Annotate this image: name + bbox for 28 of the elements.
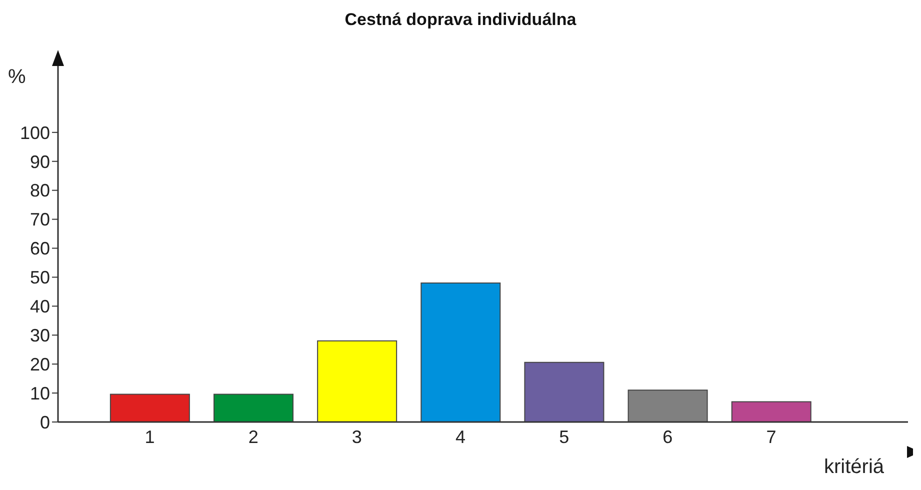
bar (317, 340, 398, 422)
bar (214, 394, 294, 422)
x-tick-label: 3 (352, 426, 362, 447)
y-tick-label: 10 (30, 383, 50, 404)
y-tick-label: 50 (30, 268, 50, 288)
y-tick-label: 80 (30, 180, 50, 201)
y-tick-label: 0 (40, 412, 50, 432)
y-tick-label: 100 (20, 122, 50, 143)
y-axis-title: % (8, 66, 26, 89)
bar (731, 401, 812, 422)
y-tick-label: 40 (30, 296, 50, 317)
x-tick-label: 7 (766, 426, 776, 447)
x-tick-label: 5 (559, 426, 570, 447)
x-axis-title: kritériá (824, 456, 884, 479)
bar (628, 390, 708, 422)
x-tick-label: 6 (662, 426, 673, 447)
y-tick-label: 60 (30, 238, 50, 259)
bar (524, 362, 604, 422)
x-tick-label: 4 (455, 426, 466, 447)
chart-title: Cestná doprava individuálna (344, 10, 578, 30)
x-tick-label: 2 (248, 426, 258, 447)
y-tick-label: 90 (30, 152, 50, 172)
bar (420, 282, 501, 422)
bar (110, 394, 190, 422)
y-tick-label: 20 (30, 354, 50, 374)
y-tick-label: 30 (30, 326, 50, 346)
x-tick-label: 1 (144, 426, 155, 447)
y-tick-label: 70 (30, 210, 50, 230)
